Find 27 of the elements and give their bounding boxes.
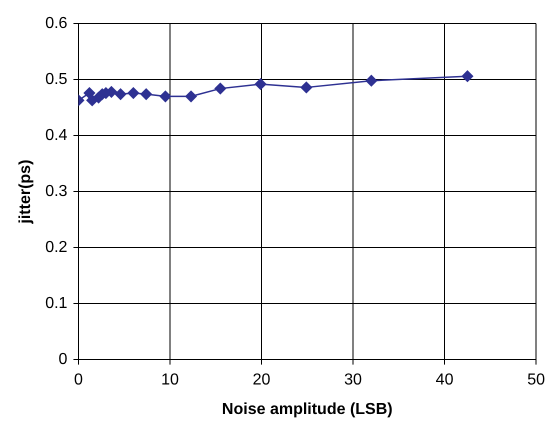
y-tick-label: 0.4 <box>45 127 68 144</box>
x-tick-label: 30 <box>344 372 362 389</box>
point <box>254 78 266 90</box>
point <box>185 90 197 102</box>
x-axis-title: Noise amplitude (LSB) <box>222 400 393 418</box>
x-tick-label: 0 <box>74 372 83 389</box>
x-tick-label: 40 <box>436 372 454 389</box>
point <box>160 90 172 102</box>
point <box>462 70 474 82</box>
point <box>366 74 378 86</box>
y-tick-label: 0.2 <box>45 239 68 256</box>
x-tick-label: 20 <box>252 372 271 389</box>
y-tick-label: 0 <box>58 351 68 368</box>
x-tick-label: 50 <box>527 372 546 389</box>
point <box>140 88 152 100</box>
y-axis-title: jitter(ps) <box>17 160 34 225</box>
point <box>300 82 312 94</box>
point <box>84 87 96 99</box>
point <box>128 87 140 99</box>
point <box>114 88 126 100</box>
y-tick-label: 0.5 <box>45 71 68 88</box>
y-tick-label: 0.6 <box>45 15 68 32</box>
point <box>214 82 226 94</box>
x-tick-label: 10 <box>161 372 179 389</box>
y-tick-label: 0.3 <box>45 183 68 200</box>
point <box>86 94 98 106</box>
y-tick-label: 0.1 <box>45 295 68 312</box>
